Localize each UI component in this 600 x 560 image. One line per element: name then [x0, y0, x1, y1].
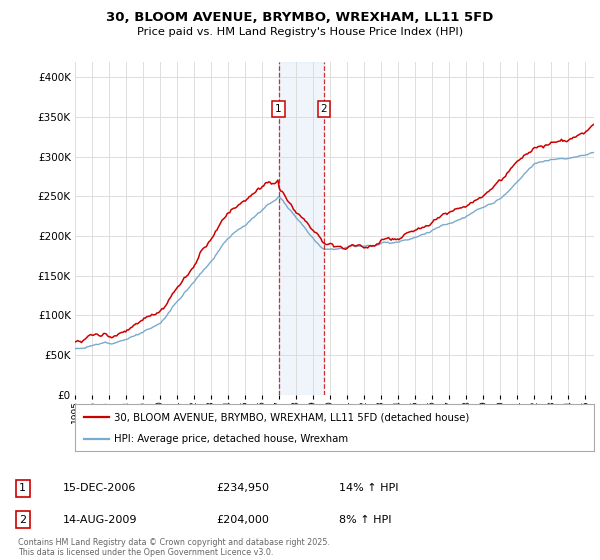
- Text: 30, BLOOM AVENUE, BRYMBO, WREXHAM, LL11 5FD (detached house): 30, BLOOM AVENUE, BRYMBO, WREXHAM, LL11 …: [114, 412, 469, 422]
- Text: HPI: Average price, detached house, Wrexham: HPI: Average price, detached house, Wrex…: [114, 434, 348, 444]
- Text: £234,950: £234,950: [216, 483, 269, 493]
- Bar: [278, 62, 324, 395]
- Text: 2: 2: [320, 104, 327, 114]
- Text: 15-DEC-2006: 15-DEC-2006: [63, 483, 136, 493]
- Text: £204,000: £204,000: [216, 515, 269, 525]
- Text: Price paid vs. HM Land Registry's House Price Index (HPI): Price paid vs. HM Land Registry's House …: [137, 27, 463, 37]
- Text: 14-AUG-2009: 14-AUG-2009: [63, 515, 137, 525]
- Text: 8% ↑ HPI: 8% ↑ HPI: [339, 515, 391, 525]
- Text: 30, BLOOM AVENUE, BRYMBO, WREXHAM, LL11 5FD: 30, BLOOM AVENUE, BRYMBO, WREXHAM, LL11 …: [106, 11, 494, 24]
- Text: 14% ↑ HPI: 14% ↑ HPI: [339, 483, 398, 493]
- Text: Contains HM Land Registry data © Crown copyright and database right 2025.
This d: Contains HM Land Registry data © Crown c…: [18, 538, 330, 557]
- Text: 2: 2: [19, 515, 26, 525]
- Text: 1: 1: [275, 104, 282, 114]
- Text: 1: 1: [19, 483, 26, 493]
